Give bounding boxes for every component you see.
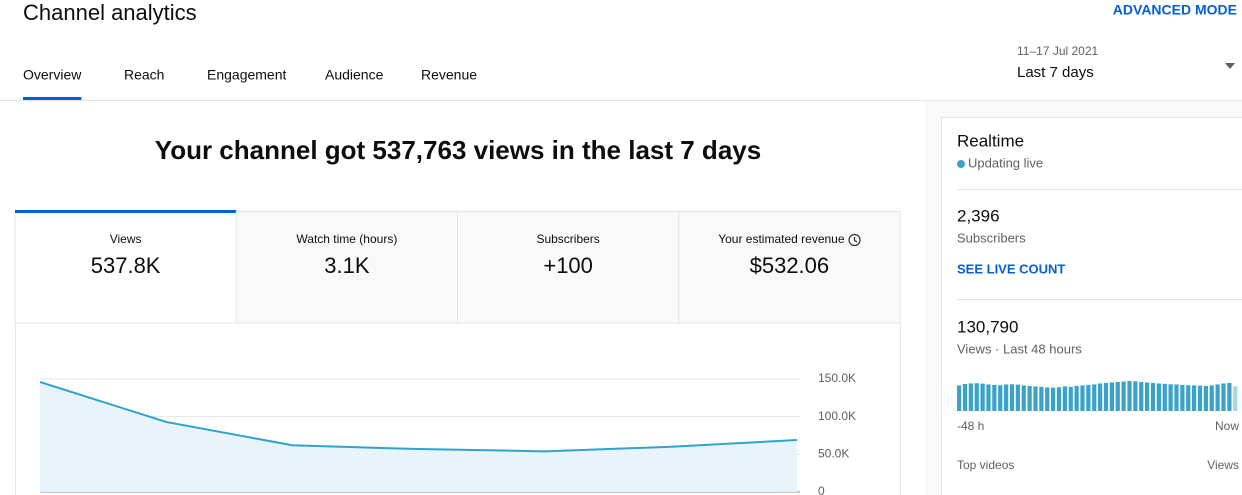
views-count: 130,790 xyxy=(957,317,1018,336)
bar xyxy=(968,383,973,411)
bar xyxy=(1045,387,1050,411)
bar xyxy=(1233,386,1238,411)
bar xyxy=(1109,382,1114,411)
views-line-chart: 0 50.0K 100.0K 150.0K xyxy=(39,371,856,495)
bar xyxy=(1215,384,1220,411)
metric-value: $532.06 xyxy=(750,253,830,278)
tab[interactable]: Audience xyxy=(325,67,384,83)
tab[interactable]: Reach xyxy=(124,67,164,83)
bar xyxy=(1121,381,1126,411)
bar xyxy=(1209,385,1214,411)
bar xyxy=(1027,385,1032,411)
bar xyxy=(1062,386,1067,411)
realtime-title: Realtime xyxy=(957,131,1024,150)
bar xyxy=(962,383,968,411)
tab-bar: Overview Reach Engagement Audience Revenue xyxy=(23,67,477,100)
date-range-label[interactable]: Last 7 days xyxy=(1017,64,1094,81)
realtime-card xyxy=(941,117,1242,495)
dropdown-arrow[interactable] xyxy=(1225,63,1235,69)
y-tick-label: 50.0K xyxy=(818,447,849,461)
bar xyxy=(1174,384,1179,411)
area xyxy=(40,382,797,492)
bar xyxy=(1021,385,1026,411)
bar xyxy=(1015,384,1020,411)
realtime-bar-chart: -48 h Now xyxy=(957,381,1239,433)
bar xyxy=(1145,382,1150,411)
bar xyxy=(1168,384,1173,411)
bar xyxy=(1227,382,1232,411)
bar xyxy=(998,385,1003,411)
bar xyxy=(1092,384,1097,411)
line xyxy=(39,381,798,453)
bar xyxy=(1180,384,1185,411)
bar xyxy=(1150,382,1156,411)
subscriber-count: 2,396 xyxy=(957,206,1000,225)
active-tab-indicator xyxy=(23,97,82,100)
metric-label: Watch time (hours) xyxy=(296,232,397,246)
metric-value: +100 xyxy=(543,253,593,278)
tab[interactable]: Overview xyxy=(23,67,82,83)
tab[interactable]: Engagement xyxy=(207,67,287,83)
bar xyxy=(1192,385,1197,411)
bar xyxy=(992,384,997,411)
metric-card[interactable] xyxy=(457,211,680,324)
advanced-mode-link[interactable]: ADVANCED MODE xyxy=(1113,2,1237,18)
bar xyxy=(1068,386,1073,411)
subscriber-label: Subscribers xyxy=(957,230,1026,245)
metric-label: Subscribers xyxy=(536,232,599,246)
bar xyxy=(986,384,991,411)
bar xyxy=(1186,385,1191,411)
metric-card[interactable] xyxy=(235,211,458,324)
bar xyxy=(1086,384,1091,411)
headline: Your channel got 537,763 views in the la… xyxy=(155,135,761,165)
x-tick-label: -48 h xyxy=(957,419,984,433)
info-icon xyxy=(848,233,861,247)
metric-label: Your estimated revenue xyxy=(718,232,845,246)
bar xyxy=(1039,386,1044,411)
bar xyxy=(980,383,985,411)
bar xyxy=(1098,383,1103,411)
bar xyxy=(1051,387,1056,411)
bar xyxy=(1074,385,1079,411)
bar xyxy=(1203,385,1208,411)
y-tick-label: 150.0K xyxy=(818,371,856,385)
bar xyxy=(1004,384,1009,411)
live-count-link[interactable]: SEE LIVE COUNT xyxy=(957,261,1065,276)
x-tick-label: Now xyxy=(1215,419,1239,433)
metric-cards: Views 537.8K Watch time (hours) 3.1K Subscri… xyxy=(14,210,901,495)
bar xyxy=(1127,381,1132,411)
bar xyxy=(1162,383,1167,411)
bar xyxy=(1080,385,1085,411)
live-dot xyxy=(957,160,965,168)
views-label: Views · Last 48 hours xyxy=(957,341,1082,356)
info-icon xyxy=(853,237,858,243)
tab[interactable]: Revenue xyxy=(421,67,477,83)
table-header: Top videos xyxy=(957,458,1014,472)
bar xyxy=(1197,385,1203,411)
realtime-status: Updating live xyxy=(968,155,1043,170)
metric-value: 537.8K xyxy=(91,253,161,278)
bar xyxy=(1221,383,1226,411)
y-tick-label: 100.0K xyxy=(818,409,856,423)
metric-label: Views xyxy=(110,232,142,246)
y-tick-label: 0 xyxy=(818,484,825,495)
bar xyxy=(1103,382,1109,411)
page-title: Channel analytics xyxy=(23,0,197,25)
bar xyxy=(1115,381,1120,411)
bar xyxy=(974,383,979,411)
metric-card[interactable] xyxy=(678,211,901,324)
bar xyxy=(957,385,962,411)
bar xyxy=(1156,383,1161,411)
table-header: Views xyxy=(1207,458,1239,472)
bar xyxy=(1009,384,1015,411)
bar xyxy=(1056,387,1062,411)
date-range[interactable]: 11–17 Jul 2021 xyxy=(1017,44,1099,58)
bar xyxy=(1033,386,1038,411)
bar xyxy=(1133,381,1138,411)
active-metric-indicator xyxy=(15,210,237,213)
metric-value: 3.1K xyxy=(324,253,370,278)
bar xyxy=(1139,381,1144,411)
